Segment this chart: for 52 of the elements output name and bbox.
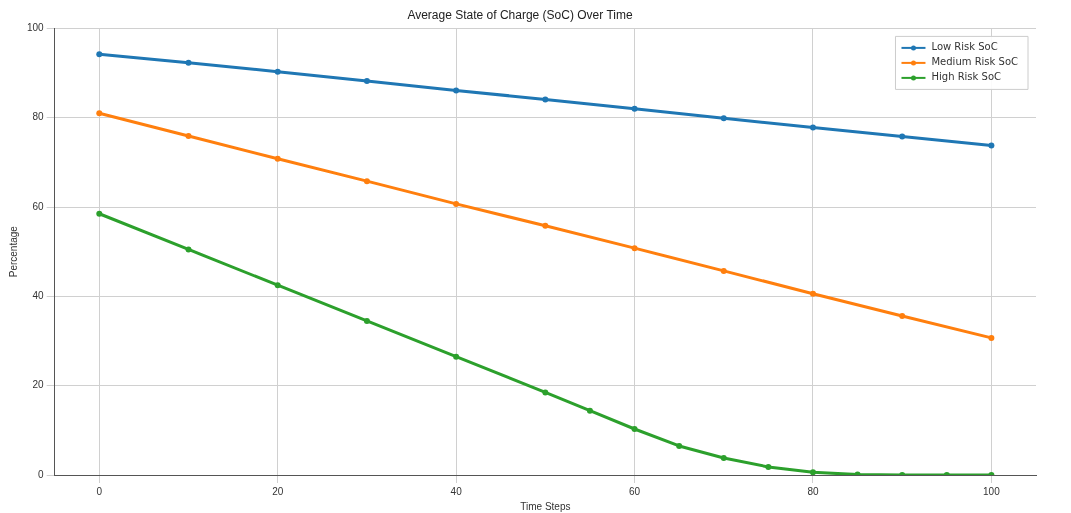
point (274, 282, 281, 289)
y-tick-label: 100 (27, 22, 45, 34)
point (274, 68, 281, 75)
y-tick-label: 60 (32, 200, 45, 212)
y-axis-title: Percentage (7, 225, 19, 278)
point (809, 290, 816, 297)
point (453, 87, 460, 94)
point (720, 267, 727, 274)
point (720, 455, 727, 462)
chart-title: Average State of Charge (SoC) Over Time (407, 7, 633, 22)
x-axis-title: Time Steps (520, 500, 571, 512)
point (899, 133, 906, 140)
point (631, 426, 638, 432)
point (453, 200, 460, 207)
y-tick-label: 0 (38, 468, 45, 480)
legend-label: Medium Risk SoC (931, 56, 1019, 68)
point (363, 317, 370, 324)
point (631, 105, 638, 112)
point (542, 389, 549, 396)
x-tick-label: 100 (983, 485, 1001, 497)
y-tick-label: 80 (32, 111, 45, 123)
legend-label: Low Risk SoC (931, 41, 998, 53)
point (363, 78, 370, 85)
point (96, 51, 103, 58)
y-tick-label: 20 (32, 379, 45, 391)
x-tick-label: 60 (628, 485, 641, 497)
legend-label: High Risk SoC (931, 71, 1002, 83)
point (96, 110, 103, 117)
point (96, 210, 103, 217)
point (676, 442, 683, 449)
point (185, 59, 192, 66)
point (631, 245, 638, 252)
point (274, 155, 281, 162)
point (542, 96, 549, 103)
point (899, 313, 906, 320)
point (720, 115, 727, 122)
point (586, 407, 593, 414)
y-tick-label: 40 (32, 290, 45, 302)
x-tick-label: 0 (96, 485, 103, 497)
point (453, 353, 460, 360)
point (185, 246, 192, 253)
point (988, 142, 995, 149)
point (765, 463, 772, 470)
point (185, 133, 192, 140)
x-tick-label: 20 (272, 485, 284, 497)
point (809, 124, 816, 131)
x-tick-label: 80 (807, 485, 819, 497)
point (988, 334, 995, 341)
point (363, 178, 370, 185)
point (809, 469, 816, 475)
point (542, 222, 549, 229)
x-tick-label: 40 (450, 485, 463, 497)
